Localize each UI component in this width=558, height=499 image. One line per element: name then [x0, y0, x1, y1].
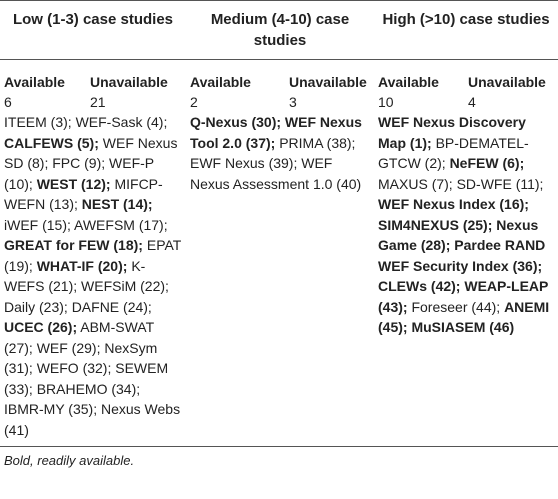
subheader-row: Available Unavailable Available Unavailable…	[0, 60, 558, 93]
available-label: Available	[4, 74, 65, 90]
unavailable-label: Unavailable	[289, 74, 367, 90]
tool-name: MAXUS (7);	[378, 175, 453, 192]
items-row: ITEEM (3); WEF-Sask (4); CALFEWS (5); WE…	[0, 112, 558, 447]
tool-name: CALFEWS (5);	[4, 134, 99, 151]
tool-name: WEST (12);	[36, 175, 111, 192]
tool-name: WEF-P (10);	[4, 155, 154, 192]
tool-name: MuSIASEM (46)	[411, 319, 515, 335]
tool-name: SIM4NEXUS (25);	[378, 216, 493, 233]
tool-name: WEF Nexus Tool 2.0 (37);	[190, 114, 362, 151]
page: Low (1-3) case studies Medium (4-10) case…	[0, 0, 558, 468]
tool-name: Q-Nexus (30);	[190, 114, 282, 130]
tool-name: WEF Nexus Index (16);	[378, 196, 529, 212]
tool-name: Nexus Game (28);	[378, 216, 539, 254]
header-row: Low (1-3) case studies Medium (4-10) case…	[0, 0, 558, 60]
available-label: Available	[378, 74, 439, 90]
available-label: Available	[190, 74, 251, 90]
tool-name: WEF-Sask (4);	[75, 114, 168, 130]
available-count: 6	[4, 94, 12, 110]
tool-name: WEFO (32);	[36, 360, 112, 376]
tool-name: GREAT for FEW (18);	[4, 237, 143, 253]
tool-list: Q-Nexus (30); WEF Nexus Tool 2.0 (37); P…	[186, 112, 374, 447]
tool-name: AWEFSM (17);	[74, 216, 168, 233]
unavailable-label: Unavailable	[90, 74, 168, 90]
group-title: Medium (4-10) case studies	[186, 0, 375, 60]
group-title: High (>10) case studies	[374, 0, 558, 60]
tool-name: Pardee RAND WEF Security Index (36);	[378, 237, 546, 274]
unavailable-count: 4	[468, 94, 476, 110]
tool-name: DAFNE (24);	[71, 298, 152, 315]
tool-name: BRAHEMO (34);	[36, 380, 141, 397]
tool-name: Nexus Webs (41)	[4, 401, 181, 438]
tool-name: FPC (9);	[52, 155, 106, 171]
tool-list: ITEEM (3); WEF-Sask (4); CALFEWS (5); WE…	[0, 112, 186, 447]
tool-name: SD-WFE (11);	[456, 175, 544, 192]
tool-name: EPAT (19);	[4, 237, 182, 274]
tool-name: ITEEM (3);	[4, 114, 72, 130]
tool-name: IBMR-MY (35);	[4, 401, 98, 417]
tool-name: NexSym (31);	[4, 339, 158, 377]
tool-name: Daily (23);	[4, 298, 68, 315]
tool-name: ABM-SWAT (27);	[4, 319, 154, 356]
tool-name: NEST (14);	[81, 196, 153, 212]
unavailable-label: Unavailable	[468, 74, 546, 90]
tool-name: WHAT-IF (20);	[36, 257, 128, 274]
tool-name: UCEC (26);	[4, 319, 78, 335]
available-count: 10	[378, 94, 394, 110]
tool-name: WEF Nexus SD (8);	[4, 134, 178, 172]
tool-list: WEF Nexus Discovery Map (1); BP-DEMATEL-…	[374, 112, 558, 447]
tool-name: NeFEW (6);	[449, 155, 525, 171]
table: Low (1-3) case studies Medium (4-10) case…	[0, 0, 558, 447]
tool-name: BP-DEMATEL-GTCW (2);	[378, 134, 529, 172]
tool-name: SEWEM (33);	[4, 360, 169, 397]
tool-name: iWEF (15);	[4, 216, 71, 233]
tool-name: EWF Nexus (39);	[190, 155, 298, 171]
tool-name: CLEWs (42);	[378, 278, 461, 294]
available-count: 2	[190, 94, 198, 110]
tool-name: WEF (29);	[36, 339, 101, 356]
footnote: Bold, readily available.	[4, 453, 135, 468]
tool-name: WEF Nexus Discovery Map (1);	[378, 114, 526, 151]
count-row: 6 21 2 3 10 4	[0, 92, 558, 112]
group-title: Low (1-3) case studies	[0, 0, 186, 60]
tool-name: PRIMA (38);	[279, 134, 356, 151]
unavailable-count: 21	[90, 94, 106, 110]
tool-name: K-WEFS (21);	[4, 257, 146, 295]
unavailable-count: 3	[289, 94, 297, 110]
tool-name: WEF Nexus Assessment 1.0 (40)	[190, 155, 362, 192]
tool-name: MIFCP-WEFN (13);	[4, 175, 163, 213]
tool-name: WEFSiM (22);	[81, 278, 169, 294]
tool-name: ANEMI (45);	[378, 298, 550, 336]
tool-name: Foreseer (44);	[411, 298, 501, 315]
tool-name: WEAP-LEAP (43);	[378, 278, 549, 315]
